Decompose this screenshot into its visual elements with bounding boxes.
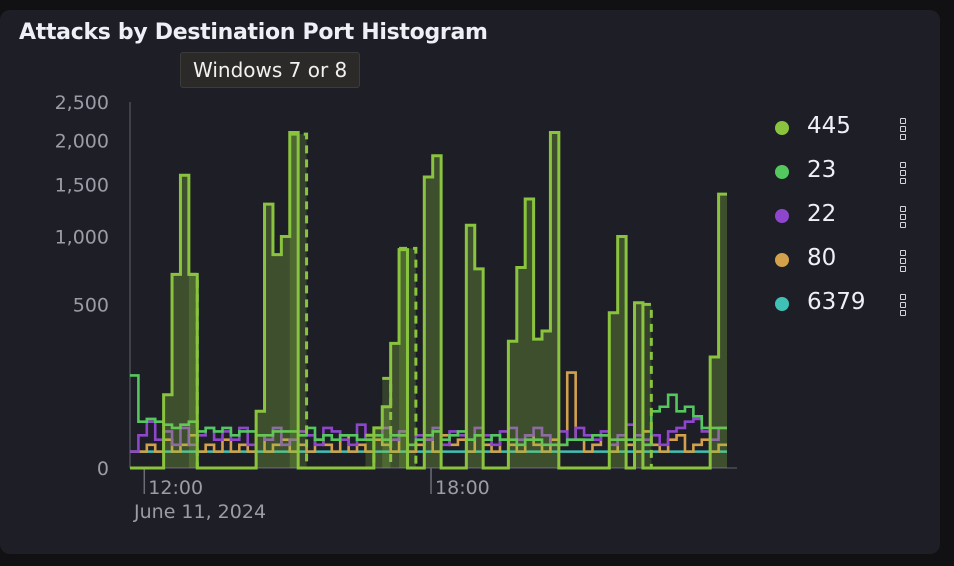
x-tick-label: 18:00 [435,477,490,499]
y-tick-label: 1,500 [55,174,109,196]
legend-item-6379[interactable]: 6379 [773,289,923,334]
legend-color-dot [775,165,789,179]
y-axis: 0 500 1,000 1,500 2,000 2,500 [55,92,131,480]
legend-color-dot [775,253,789,267]
legend-color-dot [775,121,789,135]
x-date-label: June 11, 2024 [133,501,266,523]
dashed-segment [289,132,309,468]
dashed-area-fill [382,378,391,468]
y-tick-label: 2,000 [55,131,109,153]
legend-label: 6379 [807,289,866,315]
dashed-area-fill [399,248,416,468]
dashed-segment [188,272,199,468]
legend-item-445[interactable]: 445 [773,113,923,158]
legend-label: 80 [807,245,837,271]
dashed-area-fill [289,134,307,468]
more-options-icon[interactable] [899,162,907,186]
legend-color-dot [775,209,789,223]
y-tick-label: 0 [97,458,109,480]
more-options-icon[interactable] [899,250,907,274]
legend-item-23[interactable]: 23 [773,157,923,202]
series-line[interactable] [130,374,727,447]
y-tick-label: 2,500 [55,92,109,114]
panel-title: Attacks by Destination Port Histogram [19,20,488,45]
y-tick-label: 1,000 [55,227,109,249]
more-options-icon[interactable] [899,206,907,230]
dashed-segment [365,433,376,468]
legend-item-22[interactable]: 22 [773,201,923,246]
legend-label: 22 [807,201,837,227]
dashed-segment [399,246,418,468]
dashed-segment [382,376,393,468]
legend: 445 23 22 80 6379 [773,113,923,334]
series-23[interactable] [130,374,727,447]
legend-item-80[interactable]: 80 [773,245,923,290]
series-line[interactable] [130,131,727,470]
y-tick-label: 500 [73,294,109,316]
dashed-area-fill [365,435,374,468]
dashed-area-fill [188,274,198,468]
series-layer[interactable] [130,131,727,470]
legend-color-dot [775,297,789,311]
x-tick-label: 12:00 [148,477,203,499]
dashed-area-fill [642,304,652,468]
legend-label: 445 [807,113,851,139]
histogram-chart[interactable]: 0 500 1,000 1,500 2,000 2,500 12:00 18:00 June … [0,10,940,554]
dashed-segment [642,302,653,468]
x-axis: 12:00 18:00 June 11, 2024 [130,467,737,523]
hover-tooltip: Windows 7 or 8 [180,52,361,88]
histogram-panel: Attacks by Destination Port Histogram Wi… [0,10,940,554]
more-options-icon[interactable] [899,118,907,142]
series-445[interactable] [130,131,727,470]
series-area-fill [130,132,727,468]
more-options-icon[interactable] [899,294,907,318]
legend-label: 23 [807,157,837,183]
